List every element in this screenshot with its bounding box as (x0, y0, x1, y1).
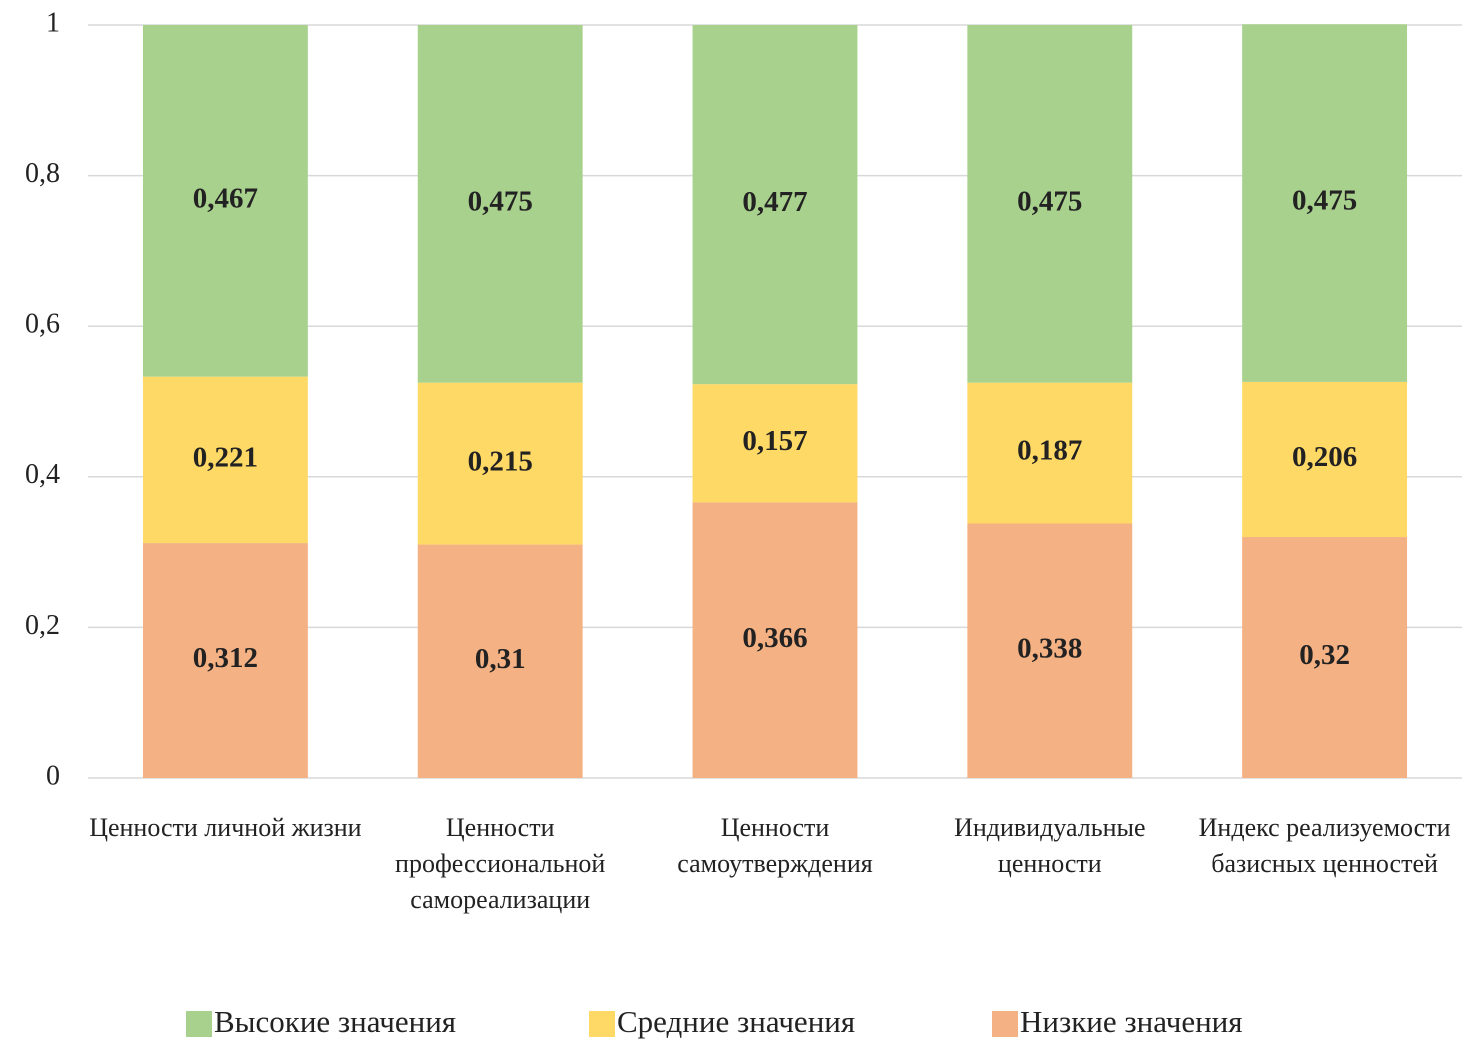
bar-segment (1242, 537, 1408, 778)
legend-swatch (992, 1011, 1018, 1037)
bar-segment (967, 382, 1133, 524)
legend-label: Низкие значения (1020, 1004, 1243, 1039)
bar-segment (142, 25, 308, 377)
data-label: 0,206 (1292, 441, 1357, 473)
data-label: 0,31 (475, 643, 526, 675)
data-label: 0,366 (742, 622, 807, 654)
data-label: 0,477 (742, 186, 807, 218)
bar-segment (142, 543, 308, 778)
bar-segment (967, 523, 1133, 778)
y-tick-label: 0,4 (25, 459, 60, 490)
data-label: 0,215 (468, 445, 533, 477)
data-label: 0,32 (1299, 639, 1350, 671)
x-tick-label: Индивидуальные ценности (954, 813, 1146, 878)
legend-label: Высокие значения (214, 1004, 456, 1039)
y-tick-label: 0 (46, 760, 60, 791)
data-label: 0,338 (1017, 632, 1082, 664)
bar-segment (692, 25, 858, 385)
bar-segment (967, 25, 1133, 383)
legend-label: Средние значения (617, 1004, 855, 1039)
data-label: 0,187 (1017, 435, 1082, 467)
y-tick-label: 0,6 (25, 309, 60, 340)
bar-segment (692, 502, 858, 778)
data-label: 0,312 (193, 642, 258, 674)
legend-swatch (186, 1011, 212, 1037)
legend-swatch (589, 1011, 615, 1037)
bar-segment (417, 544, 583, 778)
data-label: 0,475 (1292, 185, 1357, 217)
x-tick-label: Ценности личной жизни (89, 813, 362, 842)
x-tick-label: Ценности профессиональной самореализации (395, 813, 606, 914)
data-label: 0,467 (193, 182, 258, 214)
y-tick-label: 1 (46, 7, 60, 38)
bar-segment (1242, 381, 1408, 538)
data-label: 0,157 (742, 425, 807, 457)
bar-segment (692, 384, 858, 503)
data-label: 0,475 (1017, 185, 1082, 217)
x-tick-label: Индекс реализуемости базисных ценностей (1198, 813, 1451, 878)
bar-segment (417, 382, 583, 545)
data-label: 0,475 (468, 185, 533, 217)
bar-segment (1242, 24, 1408, 382)
bar-segment (417, 25, 583, 383)
data-label: 0,221 (193, 442, 258, 474)
y-tick-label: 0,2 (25, 610, 60, 641)
x-tick-label: Ценности самоутверждения (677, 813, 873, 878)
y-tick-label: 0,8 (25, 158, 60, 189)
bar-segment (142, 376, 308, 544)
